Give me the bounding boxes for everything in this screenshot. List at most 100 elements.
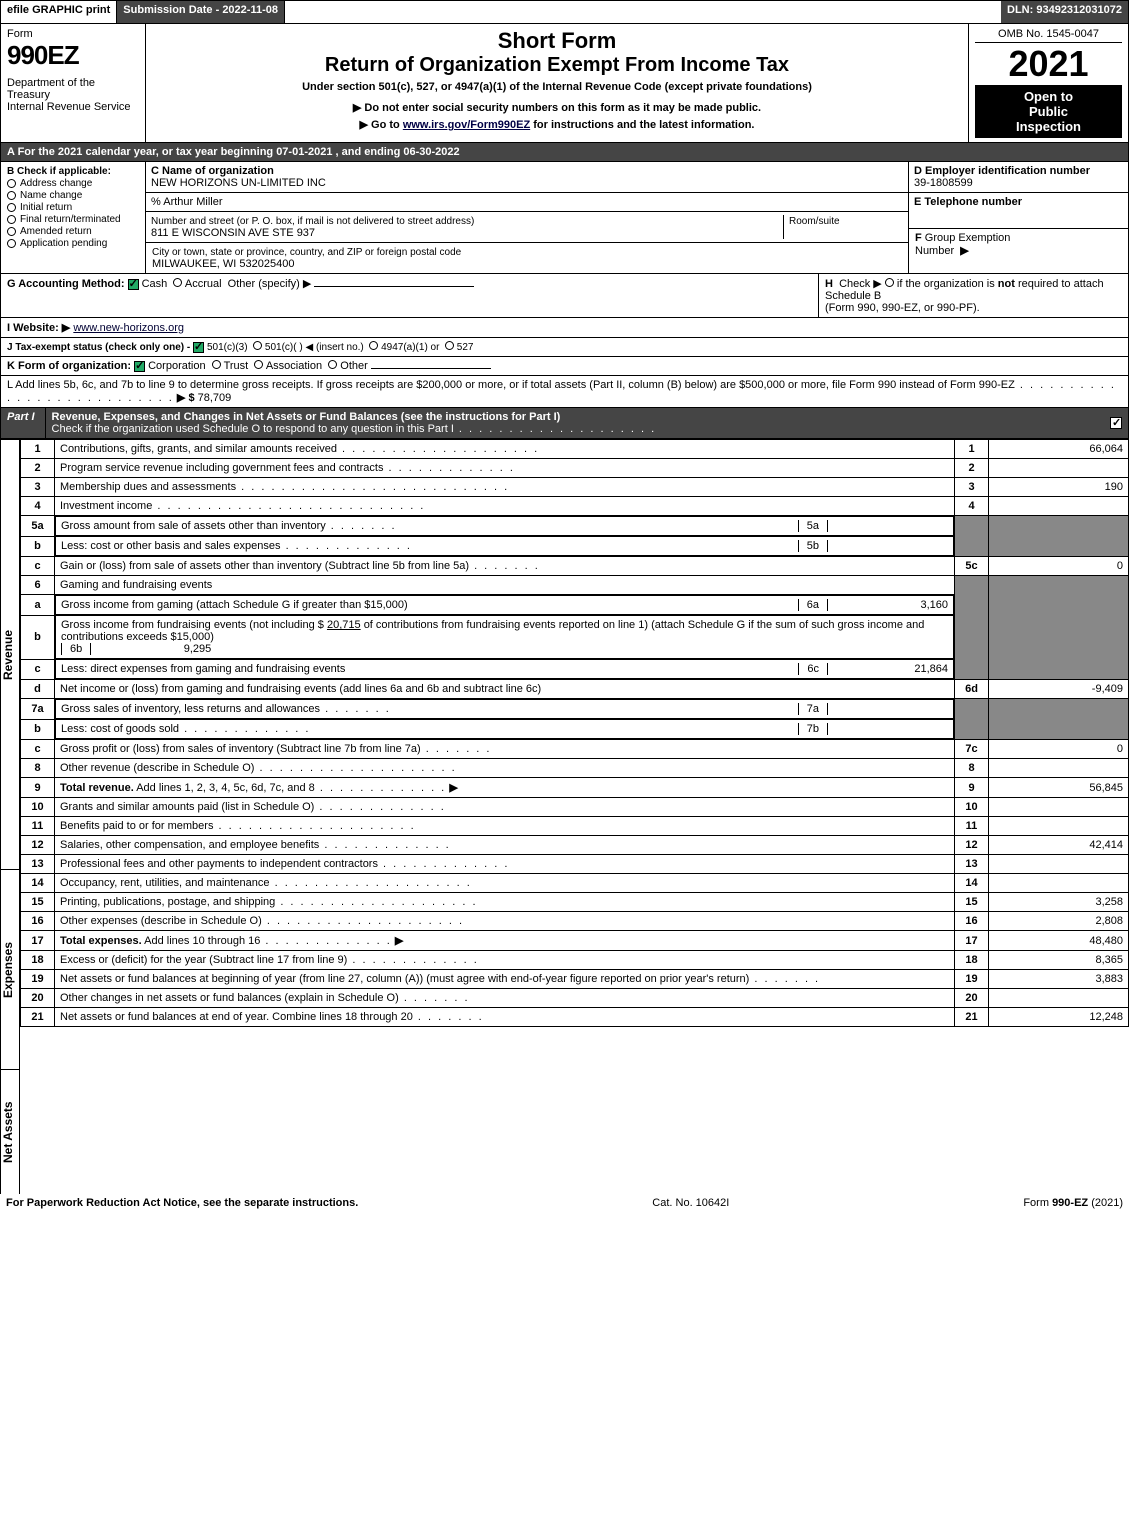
footer-right: Form 990-EZ (2021) [1023,1197,1123,1209]
line-3-amt: 190 [989,478,1129,497]
line-15-desc: Printing, publications, postage, and shi… [60,896,478,908]
l-text: L Add lines 5b, 6c, and 7b to line 9 to … [7,379,1015,391]
k-trust-radio[interactable] [212,360,221,369]
j-527-label: 527 [457,342,474,353]
line-11: 11Benefits paid to or for members11 [21,817,1129,836]
top-bar: efile GRAPHIC print Submission Date - 20… [0,0,1129,24]
line-7a-amt [828,703,948,715]
website-link[interactable]: www.new-horizons.org [73,322,184,334]
j-row: J Tax-exempt status (check only one) - 5… [0,338,1129,357]
line-21-desc: Net assets or fund balances at end of ye… [60,1011,484,1023]
line-12-amt: 42,414 [989,836,1129,855]
j-527-radio[interactable] [445,341,454,350]
b-final-return[interactable]: Final return/terminated [7,214,139,225]
col-b: B Check if applicable: Address change Na… [1,162,146,273]
l-arrow: ▶ $ [177,392,195,404]
k-assoc-radio[interactable] [254,360,263,369]
l-row: L Add lines 5b, 6c, and 7b to line 9 to … [0,376,1129,408]
ein-value: 39-1808599 [914,177,973,189]
line-19-amt: 3,883 [989,970,1129,989]
form-warning: ▶ Do not enter social security numbers o… [152,101,962,114]
e-label: E Telephone number [914,196,1022,208]
inspect-line-1: Open to [977,89,1120,104]
line-10-amt [989,798,1129,817]
line-6b-desc-pre: Gross income from fundraising events (no… [61,619,324,631]
cash-checkbox[interactable] [128,279,139,290]
c-care-row: % Arthur Miller [146,193,908,212]
line-14: 14Occupancy, rent, utilities, and mainte… [21,874,1129,893]
line-21-amt: 12,248 [989,1008,1129,1027]
k-corp-checkbox[interactable] [134,361,145,372]
h-radio[interactable] [885,278,894,287]
d-row: D Employer identification number 39-1808… [909,162,1128,193]
line-6a-amt: 3,160 [828,599,948,611]
lines-table-wrap: 1Contributions, gifts, grants, and simil… [20,439,1129,1194]
line-16-desc: Other expenses (describe in Schedule O) [60,915,464,927]
line-11-desc: Benefits paid to or for members [60,820,416,832]
line-4: 4Investment income4 [21,497,1129,516]
k-assoc-label: Association [266,360,322,372]
form-subtitle: Under section 501(c), 527, or 4947(a)(1)… [152,81,962,93]
line-11-amt [989,817,1129,836]
line-5c-amt: 0 [989,557,1129,576]
line-12-desc: Salaries, other compensation, and employ… [60,839,451,851]
b-application-pending[interactable]: Application pending [7,238,139,249]
j-4947-label: 4947(a)(1) or [381,342,439,353]
b-item-5: Application pending [20,238,107,249]
form-label: Form [7,28,139,40]
line-7a-desc: Gross sales of inventory, less returns a… [61,703,798,715]
line-6d: dNet income or (loss) from gaming and fu… [21,680,1129,699]
circle-icon [7,191,16,200]
b-label: B Check if applicable: [7,166,139,177]
line-18-desc: Excess or (deficit) for the year (Subtra… [60,954,479,966]
part-i-checkbox[interactable] [1110,417,1122,429]
j-4947-radio[interactable] [369,341,378,350]
lines-table: 1Contributions, gifts, grants, and simil… [20,439,1129,1027]
tax-year: 2021 [975,43,1122,85]
f-label: F [915,232,922,244]
j-label: J Tax-exempt status (check only one) - [7,342,190,353]
city-value: MILWAUKEE, WI 532025400 [152,258,294,270]
j-501c-radio[interactable] [253,341,262,350]
form-header: Form 990EZ Department of the Treasury In… [0,24,1129,143]
h-cell: H Check ▶ if the organization is not req… [818,274,1128,317]
accrual-radio[interactable] [173,278,182,287]
j-501c3-checkbox[interactable] [193,342,204,353]
circle-icon [7,179,16,188]
part-i-tag: Part I [1,408,46,438]
street-label: Number and street (or P. O. box, if mail… [151,216,474,227]
b-amended-return[interactable]: Amended return [7,226,139,237]
line-2: 2Program service revenue including gover… [21,459,1129,478]
b-item-0: Address change [20,178,92,189]
city-label: City or town, state or province, country… [152,247,461,258]
line-13: 13Professional fees and other payments t… [21,855,1129,874]
efile-print-button[interactable]: efile GRAPHIC print [1,1,117,23]
part-i-title: Revenue, Expenses, and Changes in Net As… [46,408,1128,438]
d-label: D Employer identification number [914,165,1090,177]
line-16-amt: 2,808 [989,912,1129,931]
line-5a: 5aGross amount from sale of assets other… [21,516,1129,537]
j-501c3-label: 501(c)(3) [207,342,248,353]
dept-label: Department of the Treasury [7,77,139,101]
b-item-1: Name change [20,190,82,201]
line-5c: cGain or (loss) from sale of assets othe… [21,557,1129,576]
short-form-title: Short Form [152,28,962,54]
line-20-desc: Other changes in net assets or fund bala… [60,992,470,1004]
b-initial-return[interactable]: Initial return [7,202,139,213]
line-6: 6Gaming and fundraising events [21,576,1129,595]
k-row: K Form of organization: Corporation Trus… [0,357,1129,376]
room-label: Room/suite [789,216,840,227]
b-address-change[interactable]: Address change [7,178,139,189]
line-5b-amt [828,540,948,552]
irs-link[interactable]: www.irs.gov/Form990EZ [403,119,530,131]
side-expenses: Expenses [0,869,20,1069]
line-21: 21Net assets or fund balances at end of … [21,1008,1129,1027]
footer-mid: Cat. No. 10642I [652,1197,729,1209]
line-7b-desc: Less: cost of goods sold [61,723,798,735]
k-other-radio[interactable] [328,360,337,369]
part-i-sub-text: Check if the organization used Schedule … [52,423,657,435]
arrow-icon: ▶ [449,782,457,794]
b-name-change[interactable]: Name change [7,190,139,201]
submission-date-button[interactable]: Submission Date - 2022-11-08 [117,1,285,23]
line-1: 1Contributions, gifts, grants, and simil… [21,440,1129,459]
